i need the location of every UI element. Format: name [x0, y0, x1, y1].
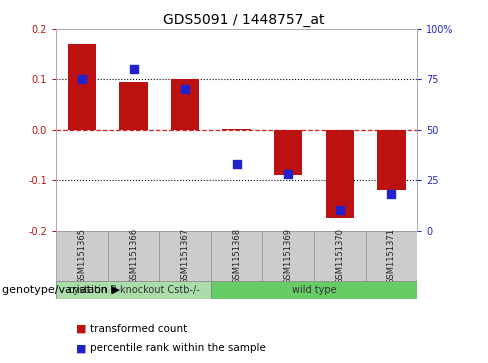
- Point: [285, 171, 292, 177]
- Text: transformed count: transformed count: [90, 323, 187, 334]
- Text: GSM1151367: GSM1151367: [181, 228, 190, 284]
- Text: ■: ■: [76, 323, 86, 334]
- Text: ■: ■: [76, 343, 86, 354]
- Text: GDS5091 / 1448757_at: GDS5091 / 1448757_at: [163, 13, 325, 27]
- Point: [233, 161, 241, 167]
- Point: [181, 86, 189, 92]
- Text: GSM1151369: GSM1151369: [284, 228, 293, 284]
- Text: percentile rank within the sample: percentile rank within the sample: [90, 343, 266, 354]
- Bar: [377, 130, 406, 190]
- Text: GSM1151366: GSM1151366: [129, 228, 138, 284]
- Text: GSM1151368: GSM1151368: [232, 228, 241, 284]
- Bar: [171, 79, 199, 130]
- Bar: [211, 231, 263, 281]
- Bar: [108, 231, 159, 281]
- Point: [387, 191, 395, 197]
- Text: genotype/variation ▶: genotype/variation ▶: [2, 285, 121, 295]
- Point: [130, 66, 138, 72]
- Bar: [120, 82, 148, 130]
- Bar: [366, 231, 417, 281]
- Bar: [68, 44, 96, 130]
- Bar: [159, 231, 211, 281]
- Bar: [263, 231, 314, 281]
- Text: GSM1151365: GSM1151365: [78, 228, 86, 284]
- Bar: [314, 231, 366, 281]
- Text: GSM1151370: GSM1151370: [335, 228, 345, 284]
- Bar: [56, 281, 211, 299]
- Bar: [56, 231, 108, 281]
- Bar: [211, 281, 417, 299]
- Bar: [223, 129, 251, 130]
- Bar: [274, 130, 303, 175]
- Point: [78, 77, 86, 82]
- Point: [336, 207, 344, 213]
- Text: cystatin B knockout Cstb-/-: cystatin B knockout Cstb-/-: [68, 285, 200, 295]
- Bar: [325, 130, 354, 218]
- Text: wild type: wild type: [292, 285, 336, 295]
- Text: GSM1151371: GSM1151371: [387, 228, 396, 284]
